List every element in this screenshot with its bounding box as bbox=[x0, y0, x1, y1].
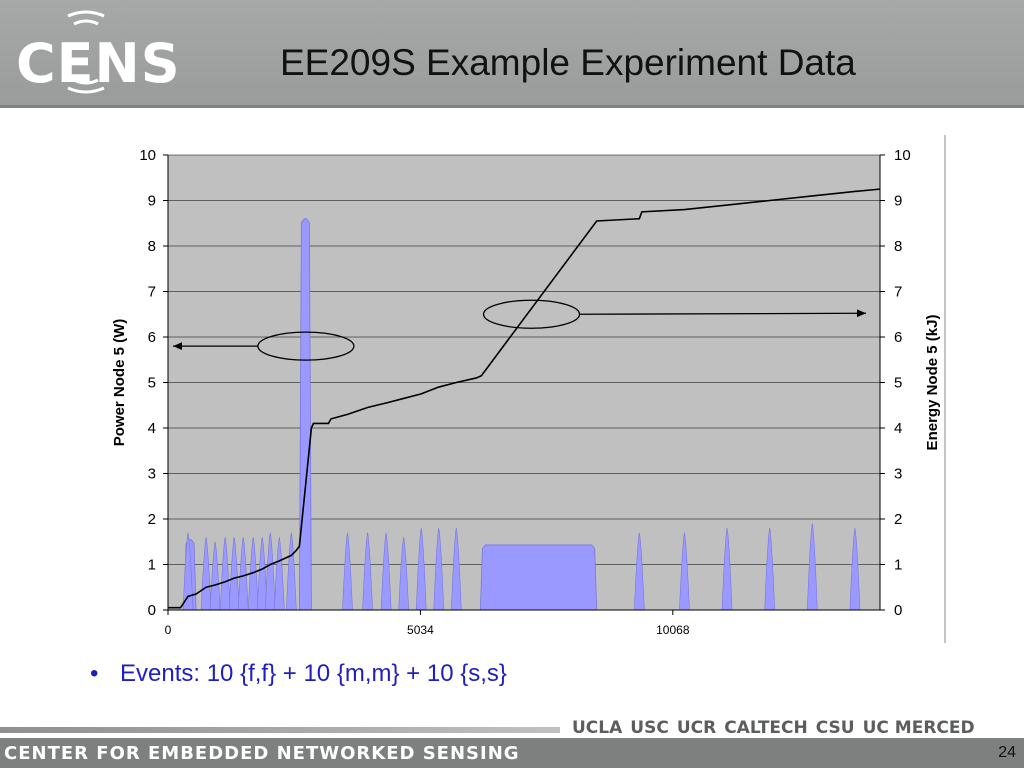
slide-header: CENS EE209S Example Experiment Data bbox=[0, 0, 1024, 108]
footer-divider bbox=[0, 727, 560, 733]
power-spike bbox=[806, 523, 818, 611]
slide-footer: CENTER FOR EMBEDDED NETWORKED SENSING 24 bbox=[0, 738, 1024, 768]
energy-line bbox=[168, 188, 881, 609]
power-spike bbox=[362, 532, 373, 611]
partner-name: CSU bbox=[815, 718, 855, 738]
y2-axis-label: Energy Node 5 (kJ) bbox=[924, 315, 941, 451]
partner-name: UCR bbox=[676, 718, 717, 738]
partner-name: UC MERCED bbox=[862, 718, 975, 738]
y2-tick-label: 6 bbox=[894, 329, 902, 346]
annotation-arrow bbox=[579, 309, 867, 318]
power-spike bbox=[380, 532, 392, 611]
bullet-icon: • bbox=[90, 660, 99, 687]
y2-tick-label: 9 bbox=[894, 193, 902, 210]
y-tick-label: 7 bbox=[148, 284, 156, 301]
partner-name: UCLA bbox=[572, 718, 623, 738]
y2-tick-label: 5 bbox=[894, 375, 902, 392]
y-tick-label: 6 bbox=[148, 329, 156, 346]
partner-name: CALTECH bbox=[724, 718, 808, 738]
bullet-item: • Events: 10 {f,f} + 10 {m,m} + 10 {s,s} bbox=[90, 660, 507, 688]
y2-tick-label: 10 bbox=[894, 147, 911, 164]
power-block bbox=[479, 544, 598, 611]
power-spike bbox=[849, 528, 861, 611]
power-spike bbox=[237, 537, 249, 611]
y-tick-label: 9 bbox=[148, 193, 156, 210]
power-spike bbox=[264, 532, 276, 611]
y-tick-label: 2 bbox=[148, 511, 156, 528]
power-block bbox=[298, 218, 312, 611]
power-spike bbox=[764, 528, 776, 611]
power-spike bbox=[679, 532, 690, 611]
power-spike bbox=[286, 532, 297, 611]
power-spike bbox=[182, 532, 194, 611]
power-spike bbox=[415, 528, 427, 611]
partner-name: USC bbox=[630, 718, 669, 738]
y2-tick-label: 4 bbox=[894, 420, 902, 437]
power-spike bbox=[721, 528, 733, 611]
y-tick-label: 1 bbox=[148, 557, 156, 574]
y2-tick-label: 8 bbox=[894, 238, 902, 255]
y-tick-label: 5 bbox=[148, 375, 156, 392]
power-spike bbox=[228, 537, 240, 611]
partner-list: UCLA USC UCR CALTECH CSU UC MERCED bbox=[572, 718, 983, 738]
y-tick-label: 10 bbox=[139, 147, 156, 164]
logo-text: CENS bbox=[16, 32, 181, 95]
y-tick-label: 4 bbox=[148, 420, 156, 437]
y2-tick-label: 3 bbox=[894, 466, 902, 483]
power-spike bbox=[247, 537, 259, 611]
slide-title: EE209S Example Experiment Data bbox=[280, 42, 856, 83]
power-spike bbox=[450, 528, 462, 611]
x-tick-label: 0 bbox=[165, 623, 172, 637]
power-spike bbox=[273, 537, 285, 611]
power-spike bbox=[342, 532, 353, 611]
y-tick-label: 0 bbox=[148, 602, 156, 619]
power-spike bbox=[398, 537, 409, 611]
power-spike bbox=[634, 532, 645, 611]
y2-tick-label: 1 bbox=[894, 557, 902, 574]
cens-logo: CENS bbox=[6, 4, 180, 104]
y-tick-label: 8 bbox=[148, 238, 156, 255]
power-spike bbox=[433, 528, 445, 611]
power-energy-chart: 0 1 2 3 4 5 6 7 8 9 10 0 1 2 3 4 5 6 7 8 9 10 0 5034 10068 Power … bbox=[111, 135, 946, 643]
power-spike bbox=[219, 537, 231, 611]
y-axis-label: Power Node 5 (W) bbox=[111, 319, 128, 447]
x-tick-label: 10068 bbox=[656, 623, 690, 637]
power-spike bbox=[209, 541, 221, 611]
x-tick-label: 5034 bbox=[407, 623, 434, 637]
y2-tick-label: 7 bbox=[894, 284, 902, 301]
y2-tick-label: 2 bbox=[894, 511, 902, 528]
bullet-text: Events: 10 {f,f} + 10 {m,m} + 10 {s,s} bbox=[120, 660, 507, 687]
y2-tick-label: 0 bbox=[894, 602, 902, 619]
y-tick-label: 3 bbox=[148, 466, 156, 483]
page-number: 24 bbox=[998, 744, 1016, 761]
footer-org-name: CENTER FOR EMBEDDED NETWORKED SENSING bbox=[4, 743, 520, 764]
signal-waves-icon bbox=[67, 10, 105, 94]
